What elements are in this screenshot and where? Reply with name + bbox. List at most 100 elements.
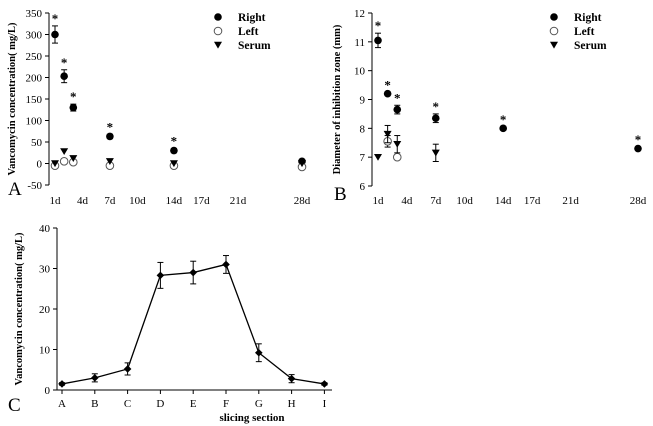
panel-a-y-tick-label: 250	[26, 51, 43, 63]
panel-b-legend-marker-left	[549, 26, 559, 36]
panel-a-serum-point	[298, 160, 306, 168]
panel-c-y-title: Vancomycin concentration( mg/L)	[14, 232, 25, 386]
panel-a-right-point	[106, 132, 114, 141]
panel-c-x-tick-label: D	[156, 398, 164, 410]
panel-c-x-tick-label: F	[223, 398, 229, 410]
panel-a-y-tick-label: -50	[27, 180, 42, 192]
panel-c-x-tick-label: G	[255, 398, 263, 410]
panel-b-significance-star: *	[500, 112, 507, 127]
panel-b-significance-star: *	[635, 132, 642, 147]
panel-c-y-tick-label: 40	[39, 223, 51, 235]
panel-c-y-tick-label: 20	[39, 304, 51, 316]
panel-b-right-point	[374, 36, 382, 45]
panel-a-y-tick-label: 50	[31, 137, 43, 149]
panel-b-y-tick-label: 10	[354, 66, 366, 78]
panel-a-y-tick-label: 150	[26, 94, 43, 106]
panel-a-y-tick-label: 300	[26, 30, 43, 42]
panel-b-legend-label-serum: Serum	[574, 40, 607, 52]
panel-b-y-title: Diameter of inhibition zone (mm)	[332, 24, 343, 174]
panel-a-serum-point	[69, 155, 78, 162]
panel-c-x-tick-label: I	[323, 398, 327, 410]
panel-a-x-tick-label: 7d	[104, 195, 116, 207]
panel-b-significance-star: *	[394, 90, 401, 105]
panel-a-right-point	[69, 103, 78, 112]
panel-b-right-point	[383, 89, 392, 98]
panel-a-legend-label-serum: Serum	[238, 40, 271, 52]
panel-b-y-tick-label: 12	[354, 8, 365, 20]
panel-a-serum-point	[169, 160, 178, 168]
panel-b-y-tick-label: 11	[354, 37, 365, 49]
panel-a-y-title: Vancomycin concentration( mg/L)	[7, 22, 18, 176]
panel-a-significance-star: *	[107, 119, 114, 134]
panel-c-point	[156, 271, 165, 280]
panel-a-serum-point	[60, 148, 69, 156]
panel-a-legend-marker-right	[214, 13, 222, 21]
panel-a-x-tick-label: 4d	[77, 195, 89, 207]
panel-b-x-tick-label: 4d	[401, 195, 413, 207]
panel-a-legend-label-right: Right	[238, 12, 266, 24]
panel-b-right-point	[393, 105, 402, 114]
panel-a-significance-star: *	[61, 55, 68, 70]
panel-b-significance-star: *	[384, 77, 391, 92]
panel-a-x-tick-label: 14d	[166, 195, 183, 207]
panel-a-significance-star: *	[52, 11, 59, 26]
panel-a-y-tick-label: 100	[26, 116, 43, 128]
panel-b-right-point	[634, 144, 642, 153]
panel-c-point	[287, 374, 296, 383]
panel-a-x-tick-label: 1d	[50, 195, 62, 207]
panel-b-significance-star: *	[433, 99, 440, 114]
panel-a-label: A	[8, 179, 22, 200]
panel-c-point	[58, 380, 66, 388]
panel-b-serum-point	[431, 149, 440, 157]
panel-b-legend-marker-serum	[550, 41, 558, 49]
panel-b-serum-point	[393, 140, 402, 148]
panel-c-point	[91, 374, 99, 382]
panel-b-x-tick-label: 7d	[430, 195, 442, 207]
panel-b-y-tick-label: 6	[360, 181, 366, 193]
panel-b-left-point	[392, 152, 402, 162]
panel-a-right-point	[170, 146, 178, 155]
panel-c-label: C	[8, 395, 21, 416]
panel-a-legend-marker-left	[213, 26, 223, 36]
panel-c-point	[255, 348, 263, 357]
panel-c-x-tick-label: H	[288, 398, 296, 410]
panel-c-point	[189, 268, 197, 277]
panel-b-significance-star: *	[375, 18, 382, 33]
panel-b-legend-label-right: Right	[574, 12, 602, 24]
panel-a-y-tick-label: 200	[26, 73, 43, 85]
panel-a-x-tick-label: 21d	[230, 195, 247, 207]
panel-a-left-point	[59, 157, 69, 166]
panel-a-legend-label-left: Left	[238, 26, 259, 38]
panel-b-x-tick-label: 14d	[495, 195, 512, 207]
panel-b-y-tick-label: 9	[360, 95, 366, 107]
panel-b-legend-label-left: Left	[574, 26, 595, 38]
panel-b-label: B	[334, 184, 347, 205]
panel-b-serum-point	[383, 130, 392, 138]
panel-b-legend-marker-right	[550, 13, 558, 21]
panel-b-x-tick-label: 1d	[373, 195, 385, 207]
panel-c-x-title: slicing section	[219, 412, 284, 424]
panel-a-x-tick-label: 17d	[193, 195, 210, 207]
panel-a-serum-point	[105, 158, 114, 165]
panel-a-right-point	[60, 72, 68, 81]
panel-b-y-tick-label: 8	[360, 123, 366, 135]
panel-a-x-tick-label: 10d	[129, 195, 146, 207]
panel-b-serum-point	[374, 153, 382, 161]
panel-a-significance-star: *	[171, 133, 178, 148]
panel-c-point	[123, 365, 132, 373]
panel-a-serum-point	[51, 160, 59, 168]
panel-c-x-tick-label: C	[124, 398, 131, 410]
panel-c-y-tick-label: 0	[45, 385, 51, 397]
panel-c-y-tick-label: 10	[39, 345, 51, 357]
panel-c-x-tick-label: B	[91, 398, 98, 410]
panel-a-x-tick-label: 28d	[294, 195, 311, 207]
panel-c-point	[320, 380, 329, 388]
panel-b-y-tick-label: 7	[360, 152, 366, 164]
panel-b-x-tick-label: 10d	[456, 195, 473, 207]
panel-c-x-tick-label: E	[190, 398, 197, 410]
panel-a-significance-star: *	[70, 89, 77, 104]
panel-a-y-tick-label: 350	[26, 8, 43, 20]
panel-c-y-tick-label: 30	[39, 264, 51, 276]
panel-b-right-point	[431, 114, 440, 123]
